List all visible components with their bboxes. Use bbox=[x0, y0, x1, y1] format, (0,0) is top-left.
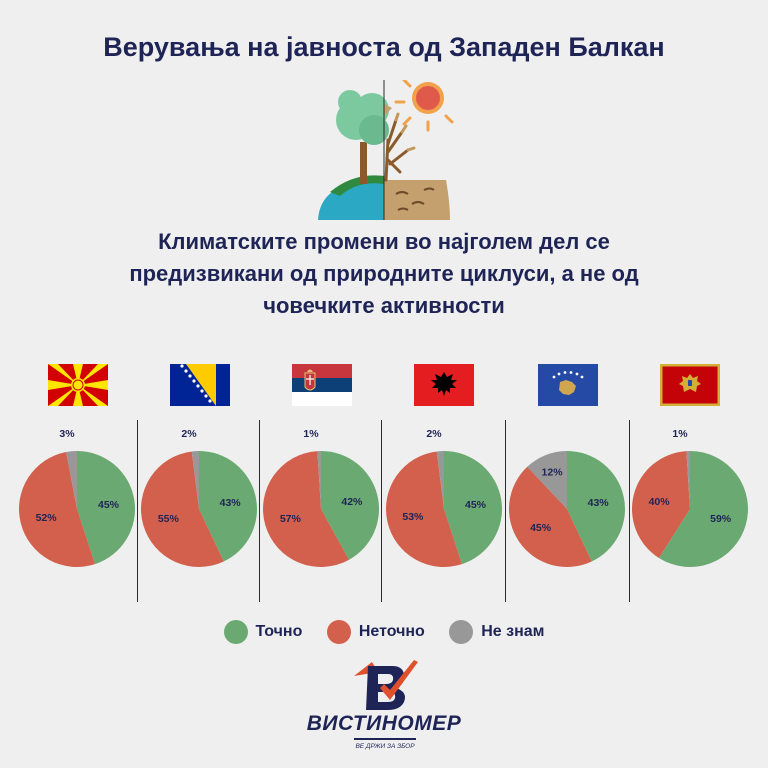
legend-label-false: Неточно bbox=[358, 623, 425, 640]
pie-chart-serbia: 42% 57% 1% bbox=[263, 428, 379, 567]
pie-slice-true bbox=[199, 451, 257, 562]
survey-question: Климатските промени во најголем дел се п… bbox=[129, 229, 639, 318]
pie-label-false: 55% bbox=[158, 513, 180, 525]
legend-swatch-true bbox=[223, 620, 248, 644]
pie-label-false: 53% bbox=[402, 511, 424, 523]
pie-slice-true bbox=[444, 451, 503, 565]
divider bbox=[259, 420, 260, 602]
kosovo-flag bbox=[538, 364, 598, 406]
pie-label-true: 59% bbox=[710, 513, 732, 525]
pie-slice-false bbox=[263, 451, 349, 567]
legend-item-false: Неточно bbox=[326, 620, 425, 644]
divider bbox=[505, 420, 506, 602]
pie-chart-kosovo: 43% 45% 12% bbox=[509, 451, 625, 567]
pie-label-dont-know: 1% bbox=[672, 428, 688, 440]
pie-label-true: 43% bbox=[220, 497, 242, 509]
pie-slice-dont-know bbox=[66, 451, 77, 509]
pie-chart-bosnia: 43% 55% 2% bbox=[141, 428, 257, 567]
pie-slice-false bbox=[19, 452, 95, 567]
vistinomer-logo-icon bbox=[354, 660, 418, 710]
legend-label-true: Точно bbox=[255, 623, 303, 640]
pie-label-false: 40% bbox=[649, 496, 671, 508]
pie-slice-dont-know bbox=[317, 451, 321, 509]
legend-swatch-dont-know bbox=[449, 620, 474, 644]
divider bbox=[381, 420, 382, 602]
pie-label-true: 42% bbox=[341, 496, 363, 508]
pie-slice-true bbox=[77, 451, 136, 565]
logo-tagline: ВЕ ДРЖИ ЗА ЗБОР bbox=[354, 738, 416, 753]
pie-slice-false bbox=[509, 466, 592, 567]
north-macedonia-flag bbox=[48, 364, 108, 406]
pie-slice-dont-know bbox=[527, 451, 567, 509]
pie-label-true: 45% bbox=[98, 499, 120, 511]
flags-row bbox=[0, 364, 768, 408]
legend-label-dont-know: Не знам bbox=[481, 623, 545, 640]
legend-item-dont-know: Не знам bbox=[449, 620, 545, 644]
pie-label-dont-know: 2% bbox=[181, 428, 197, 440]
serbia-flag bbox=[292, 364, 352, 406]
pie-label-false: 57% bbox=[280, 513, 302, 525]
pie-label-dont-know: 1% bbox=[303, 428, 319, 440]
divider bbox=[629, 420, 630, 602]
vistinomer-logo: ВИСТИНОМЕР ВЕ ДРЖИ ЗА ЗБОР bbox=[300, 658, 468, 758]
pie-slice-dont-know bbox=[686, 451, 690, 509]
divider bbox=[137, 420, 138, 602]
pie-chart-north-macedonia: 45% 52% 3% bbox=[19, 428, 136, 567]
pie-chart-montenegro: 59% 40% 1% bbox=[632, 428, 748, 567]
climate-illustration-icon bbox=[318, 80, 454, 220]
pie-charts: 45% 52% 3% 43% 55% 2% 42% 57% 1% 45% 53% 2% 43% 45% 12… bbox=[0, 425, 768, 605]
logo-name: ВИСТИНОМЕР bbox=[306, 712, 462, 735]
pie-label-dont-know: 3% bbox=[59, 428, 75, 440]
pie-slice-false bbox=[632, 451, 690, 558]
pie-label-true: 45% bbox=[465, 499, 487, 511]
pie-slice-false bbox=[141, 451, 224, 567]
pie-chart-albania: 45% 53% 2% bbox=[386, 428, 503, 567]
page-title: Верувања на јавноста од Западен Балкан bbox=[103, 32, 665, 62]
pie-label-dont-know: 12% bbox=[542, 466, 564, 478]
bosnia-flag bbox=[170, 364, 230, 406]
legend: Точно Неточно Не знам bbox=[0, 620, 768, 649]
montenegro-flag bbox=[660, 364, 720, 406]
pie-slice-dont-know bbox=[191, 451, 199, 509]
pie-slice-true bbox=[658, 451, 748, 567]
legend-swatch-false bbox=[326, 620, 351, 644]
pie-label-true: 43% bbox=[588, 497, 610, 509]
pie-label-false: 45% bbox=[530, 522, 552, 534]
pie-slice-true bbox=[321, 451, 379, 560]
pie-label-dont-know: 2% bbox=[426, 428, 442, 440]
pie-label-false: 52% bbox=[36, 512, 58, 524]
pie-slice-dont-know bbox=[436, 451, 444, 509]
legend-item-true: Точно bbox=[223, 620, 303, 644]
albania-flag bbox=[414, 364, 474, 406]
pie-slice-false bbox=[386, 451, 462, 567]
pie-slice-true bbox=[567, 451, 625, 562]
